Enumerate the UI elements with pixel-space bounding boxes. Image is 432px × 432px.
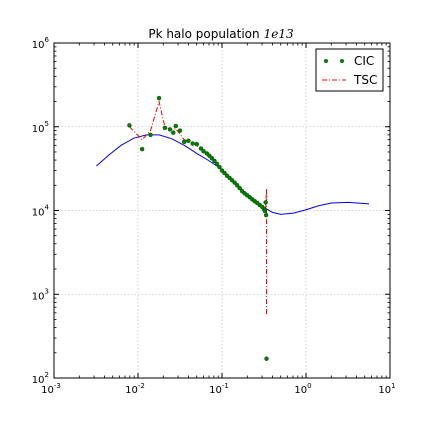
chart-title-suffix: 1e13 bbox=[264, 27, 294, 41]
y-tick-label: 104 bbox=[32, 204, 50, 219]
y-tick-exponent: 2 bbox=[45, 371, 49, 379]
legend-box bbox=[315, 48, 384, 92]
chart-title-main: Pk halo population bbox=[148, 27, 259, 41]
cic-point bbox=[186, 138, 191, 143]
cic-point bbox=[234, 183, 240, 188]
x-tick-exponent: -3 bbox=[54, 382, 61, 390]
y-tick-label: 102 bbox=[32, 371, 49, 386]
cic-point bbox=[263, 200, 268, 205]
legend-marker-cic bbox=[324, 59, 328, 63]
x-tick-base: 10 bbox=[378, 385, 391, 396]
cic-point bbox=[201, 149, 206, 154]
x-tick-base: 10 bbox=[41, 385, 54, 396]
legend-marker-cic bbox=[340, 59, 344, 63]
cic-point bbox=[173, 123, 179, 129]
cic-point bbox=[217, 164, 222, 170]
cic-point bbox=[171, 130, 176, 135]
y-tick-base: 10 bbox=[32, 40, 45, 51]
x-tick-base: 10 bbox=[209, 385, 222, 396]
legend: CIC TSC bbox=[315, 48, 384, 92]
x-tick-label: 10-3 bbox=[41, 382, 61, 396]
cic-point bbox=[194, 141, 199, 147]
cic-point bbox=[209, 156, 215, 161]
cic-point bbox=[190, 141, 195, 146]
cic-point bbox=[264, 356, 269, 361]
y-tick-base: 10 bbox=[32, 291, 45, 302]
y-tick-exponent: 3 bbox=[45, 287, 49, 295]
y-tick-label: 103 bbox=[32, 287, 49, 302]
cic-point bbox=[162, 125, 168, 131]
y-tick-label: 105 bbox=[32, 120, 49, 135]
cic-point bbox=[263, 212, 269, 218]
y-tick-label: 106 bbox=[32, 36, 50, 51]
legend-label-cic: CIC bbox=[354, 54, 374, 68]
cic-point bbox=[262, 208, 268, 214]
x-tick-exponent: 0 bbox=[307, 382, 311, 390]
cic-point bbox=[212, 158, 217, 164]
cic-point bbox=[156, 95, 162, 101]
x-tick-exponent: 1 bbox=[391, 382, 395, 390]
y-tick-base: 10 bbox=[32, 208, 45, 219]
x-tick-label: 10-2 bbox=[125, 382, 145, 396]
x-tick-exponent: -1 bbox=[222, 382, 229, 390]
axis-ticks bbox=[53, 42, 391, 379]
cic-point bbox=[232, 180, 237, 185]
cic-point bbox=[127, 123, 132, 128]
y-tick-base: 10 bbox=[32, 124, 45, 135]
cic-point bbox=[182, 139, 187, 145]
y-tick-exponent: 6 bbox=[45, 36, 50, 44]
cic-point bbox=[237, 185, 242, 191]
plot-area bbox=[96, 95, 370, 361]
x-tick-label: 101 bbox=[378, 382, 395, 396]
cic-point bbox=[214, 161, 220, 167]
chart-title: Pk halo population 1e13 bbox=[148, 27, 294, 41]
x-tick-exponent: -2 bbox=[138, 382, 145, 390]
x-tick-base: 10 bbox=[125, 385, 138, 396]
legend-label-tsc: TSC bbox=[353, 73, 377, 87]
y-tick-exponent: 4 bbox=[45, 204, 50, 212]
x-tick-label: 100 bbox=[294, 382, 311, 396]
cic-point bbox=[222, 170, 227, 176]
cic-point bbox=[198, 146, 204, 151]
cic-point bbox=[139, 146, 145, 152]
x-tick-base: 10 bbox=[294, 385, 307, 396]
cic-point bbox=[167, 127, 173, 132]
x-tick-label: 10-1 bbox=[209, 382, 229, 396]
y-tick-base: 10 bbox=[32, 375, 45, 386]
cic-point bbox=[177, 128, 183, 133]
cic-point bbox=[148, 132, 153, 138]
y-tick-exponent: 5 bbox=[45, 120, 49, 128]
